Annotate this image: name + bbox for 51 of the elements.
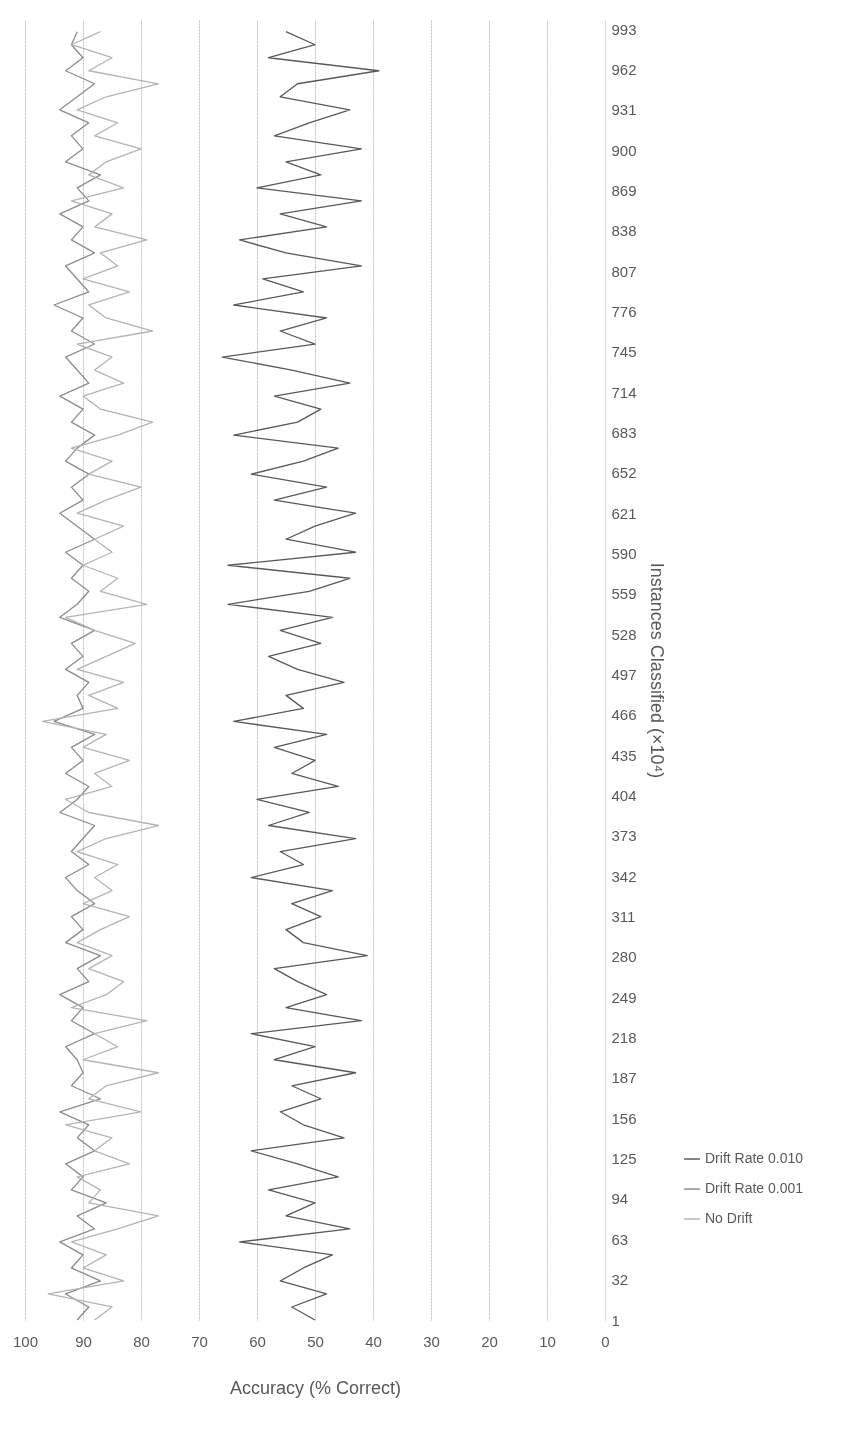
y-tick-label: 807: [611, 262, 637, 280]
y-tick-label: 156: [611, 1109, 637, 1127]
y-tick-label: 776: [611, 302, 637, 320]
y-tick-label: 32: [611, 1271, 629, 1289]
legend-label: Drift Rate 0.010: [705, 1150, 804, 1166]
y-tick-label: 373: [611, 827, 637, 845]
x-tick-label: 80: [133, 1332, 150, 1350]
x-tick-label: 70: [191, 1332, 208, 1350]
legend-label: No Drift: [705, 1210, 753, 1226]
y-tick-label: 621: [611, 504, 637, 522]
y-tick-label: 962: [611, 60, 637, 78]
x-tick-label: 90: [75, 1332, 92, 1350]
y-tick-label: 249: [611, 988, 637, 1006]
y-tick-label: 993: [611, 20, 637, 38]
y-tick-label: 342: [611, 867, 637, 885]
y-tick-label: 218: [611, 1029, 637, 1047]
legend-label: Drift Rate 0.001: [705, 1180, 804, 1196]
y-tick-label: 1: [611, 1311, 620, 1329]
y-tick-label: 280: [611, 948, 637, 966]
y-tick-label: 63: [611, 1230, 629, 1248]
y-axis-title: Instances Classified (×10⁴): [646, 562, 667, 779]
y-tick-label: 435: [611, 746, 637, 764]
x-axis-title: Accuracy (% Correct): [229, 1377, 402, 1398]
y-tick-label: 683: [611, 424, 637, 442]
y-tick-label: 559: [611, 585, 637, 603]
x-tick-label: 10: [539, 1332, 556, 1350]
y-tick-label: 497: [611, 666, 637, 684]
x-tick-label: 60: [249, 1332, 266, 1350]
y-tick-label: 900: [611, 141, 637, 159]
y-tick-label: 311: [611, 908, 636, 926]
y-tick-label: 838: [611, 222, 637, 240]
y-tick-label: 590: [611, 545, 637, 563]
y-tick-label: 404: [611, 787, 637, 805]
x-tick-label: 0: [601, 1332, 610, 1350]
x-tick-label: 50: [307, 1332, 324, 1350]
y-tick-label: 745: [611, 343, 637, 361]
y-tick-label: 528: [611, 625, 637, 643]
line-series: [221, 31, 380, 1321]
y-tick-label: 652: [611, 464, 637, 482]
y-tick-label: 869: [611, 181, 637, 199]
y-tick-label: 931: [611, 101, 637, 119]
x-tick-label: 30: [423, 1332, 440, 1350]
line-series: [53, 31, 107, 1321]
x-tick-label: 20: [481, 1332, 498, 1350]
y-tick-label: 466: [611, 706, 637, 724]
y-tick-label: 187: [611, 1069, 637, 1087]
y-tick-label: 125: [611, 1150, 637, 1168]
y-tick-label: 714: [611, 383, 637, 401]
y-tick-label: 94: [611, 1190, 629, 1208]
x-tick-label: 40: [365, 1332, 382, 1350]
x-tick-label: 100: [12, 1332, 39, 1350]
